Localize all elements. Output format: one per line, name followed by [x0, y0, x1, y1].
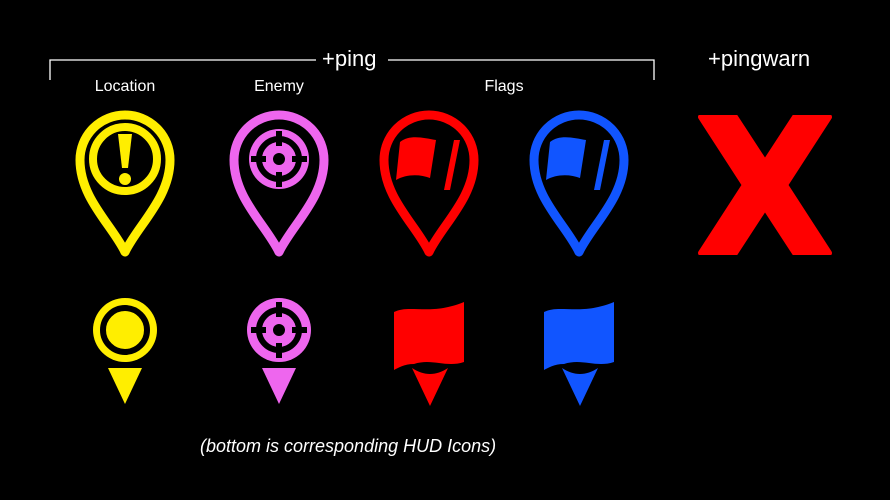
location-hud-icon [93, 298, 157, 404]
pingwarn-heading: +pingwarn [708, 46, 811, 71]
caption-text: (bottom is corresponding HUD Icons) [200, 436, 497, 456]
location-pin-icon [75, 110, 175, 257]
blue-flag-hud-icon [544, 302, 614, 406]
red-flag-pin-icon [379, 110, 479, 257]
blue-flag-pin-icon [529, 110, 629, 257]
location-label: Location [94, 78, 156, 95]
ping-heading: +ping [322, 46, 377, 71]
enemy-label: Enemy [254, 78, 304, 95]
warning-x-icon [698, 115, 832, 255]
enemy-crosshair-hud-icon [247, 298, 311, 404]
red-flag-hud-icon [394, 302, 464, 406]
enemy-crosshair-pin-icon [229, 110, 329, 257]
ping-bracket [49, 59, 655, 80]
flags-label: Flags [484, 78, 524, 95]
